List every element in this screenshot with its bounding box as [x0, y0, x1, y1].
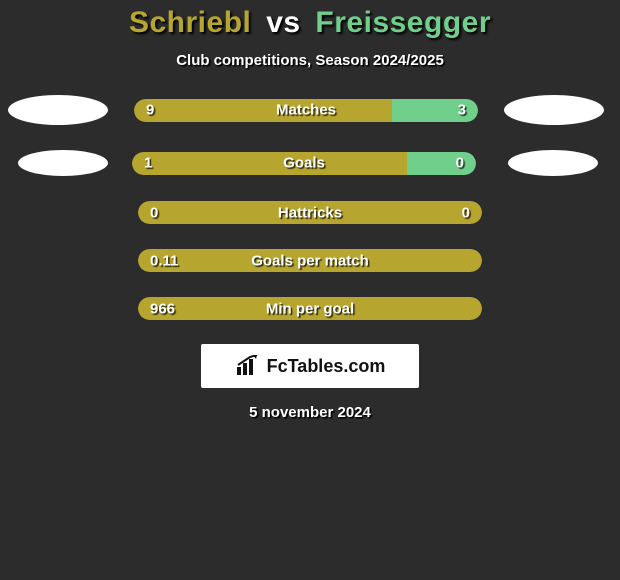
stat-bar: 966 Min per goal — [138, 297, 482, 320]
stat-label: Hattricks — [278, 204, 342, 221]
stat-label: Goals — [283, 155, 325, 172]
stat-bar: 0.11 Goals per match — [138, 249, 482, 272]
player2-name: Freissegger — [315, 6, 491, 39]
stat-label: Matches — [276, 102, 336, 119]
stat-row: 0 Hattricks 0 — [0, 201, 620, 224]
stat-bar: 0 Hattricks 0 — [138, 201, 482, 224]
player1-photo-placeholder — [18, 150, 108, 176]
title: Schriebl vs Freissegger — [129, 6, 491, 40]
player1-name: Schriebl — [129, 6, 251, 39]
stat-value-left: 1 — [144, 155, 152, 172]
vs-text: vs — [266, 6, 300, 39]
date: 5 november 2024 — [249, 404, 371, 421]
player2-photo-placeholder — [504, 95, 604, 125]
stats-rows: 9 Matches 3 1 Goals 0 0 Hattricks 0 0.11 Goals per… — [0, 95, 620, 320]
stat-label: Goals per match — [251, 252, 369, 269]
stat-value-right: 3 — [458, 102, 466, 119]
stat-label: Min per goal — [266, 300, 354, 317]
logo-text: FcTables.com — [267, 356, 386, 377]
logo: FcTables.com — [201, 344, 419, 388]
player1-photo-placeholder — [8, 95, 108, 125]
stat-row: 966 Min per goal — [0, 297, 620, 320]
stat-value-left: 966 — [150, 300, 175, 317]
stat-row: 9 Matches 3 — [0, 95, 620, 125]
infographic: Schriebl vs Freissegger Club competition… — [0, 0, 620, 421]
stat-bar: 1 Goals 0 — [132, 152, 476, 175]
chart-icon — [235, 355, 261, 377]
stat-row: 0.11 Goals per match — [0, 249, 620, 272]
stat-row: 1 Goals 0 — [0, 150, 620, 176]
stat-value-left: 9 — [146, 102, 154, 119]
stat-value-left: 0 — [150, 204, 158, 221]
stat-value-right: 0 — [462, 204, 470, 221]
subtitle: Club competitions, Season 2024/2025 — [176, 52, 444, 69]
stat-value-left: 0.11 — [150, 252, 178, 269]
stat-value-right: 0 — [456, 155, 464, 172]
player2-photo-placeholder — [508, 150, 598, 176]
stat-bar: 9 Matches 3 — [134, 99, 478, 122]
